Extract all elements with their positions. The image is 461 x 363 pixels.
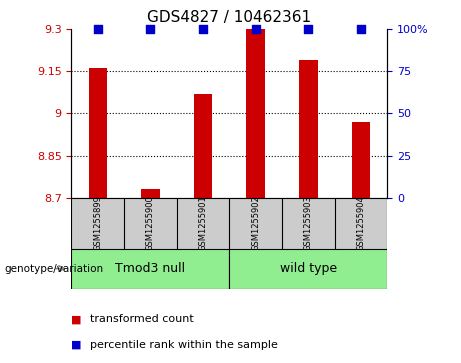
Text: GSM1255899: GSM1255899 — [93, 195, 102, 251]
Bar — [247, 29, 265, 198]
Bar — [352, 122, 370, 198]
Point — [199, 26, 207, 32]
Text: GSM1255902: GSM1255902 — [251, 195, 260, 251]
Bar — [141, 189, 160, 198]
Point — [94, 26, 101, 32]
Bar — [229, 249, 387, 289]
Text: ■: ■ — [71, 340, 82, 350]
Bar — [194, 94, 212, 198]
Bar — [299, 60, 318, 198]
Text: GSM1255904: GSM1255904 — [356, 195, 366, 251]
Title: GDS4827 / 10462361: GDS4827 / 10462361 — [147, 10, 312, 25]
Text: percentile rank within the sample: percentile rank within the sample — [90, 340, 278, 350]
Point — [252, 26, 260, 32]
Point — [305, 26, 312, 32]
Bar — [89, 69, 107, 198]
Text: transformed count: transformed count — [90, 314, 194, 325]
Point — [357, 26, 365, 32]
Point — [147, 26, 154, 32]
Text: ■: ■ — [71, 314, 82, 325]
Text: GSM1255901: GSM1255901 — [199, 195, 207, 251]
Text: wild type: wild type — [280, 262, 337, 275]
Text: GSM1255903: GSM1255903 — [304, 195, 313, 251]
Bar — [71, 249, 229, 289]
Text: genotype/variation: genotype/variation — [5, 264, 104, 274]
Text: Tmod3 null: Tmod3 null — [115, 262, 185, 275]
Text: GSM1255900: GSM1255900 — [146, 195, 155, 251]
